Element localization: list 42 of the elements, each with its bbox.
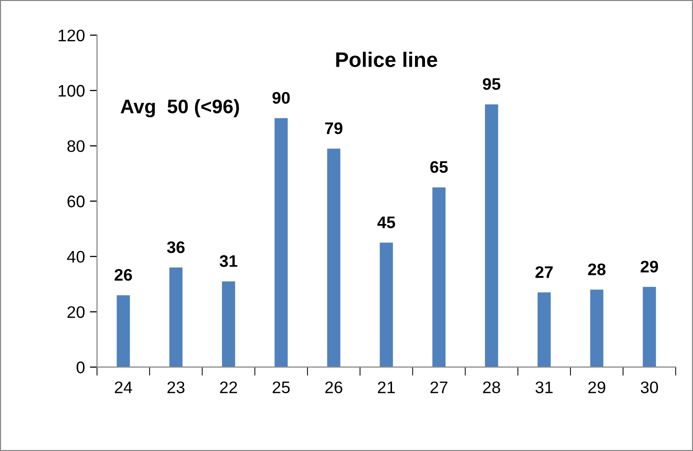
x-tick-label: 29 <box>588 381 606 394</box>
x-tick-label: 25 <box>272 381 290 394</box>
bar <box>590 290 604 368</box>
x-tick-label: 24 <box>114 381 132 394</box>
y-tick-label: 40 <box>67 250 85 263</box>
y-tick-label: 60 <box>68 196 85 208</box>
bar <box>380 242 393 368</box>
data-label: 79 <box>325 122 342 134</box>
x-tick-label: 23 <box>168 381 184 394</box>
y-tick-label: 80 <box>67 140 85 152</box>
bar <box>116 295 130 368</box>
bar <box>642 286 656 368</box>
x-tick-label: 31 <box>536 381 553 394</box>
data-label: 36 <box>167 241 185 254</box>
bar <box>432 187 446 368</box>
data-label: 31 <box>220 255 238 267</box>
x-tick-label: 30 <box>640 381 658 394</box>
x-tick-label: 21 <box>378 381 395 394</box>
data-label: 90 <box>272 92 290 104</box>
x-tick-label: 28 <box>483 381 500 394</box>
text: Police line <box>336 52 438 68</box>
x-tick-label: 22 <box>220 381 237 394</box>
y-tick-label: 0 <box>76 362 85 374</box>
data-label: 95 <box>482 78 500 90</box>
data-label: 65 <box>430 161 448 173</box>
bar <box>222 281 236 368</box>
data-label: 29 <box>640 260 658 272</box>
x-tick-label: 27 <box>430 381 448 394</box>
y-tick-label: 120 <box>58 30 85 42</box>
bar <box>484 104 498 368</box>
y-tick-label: 100 <box>58 84 85 97</box>
annotation: Avg 50 (<96) <box>120 99 239 118</box>
bar <box>538 292 551 368</box>
bar <box>327 148 340 368</box>
data-label: 28 <box>588 263 606 276</box>
x-tick-label: 26 <box>325 381 342 394</box>
y-tick-label: 20 <box>68 306 85 318</box>
bar <box>169 268 183 368</box>
bar <box>274 118 288 368</box>
data-label: 26 <box>114 268 132 281</box>
data-label: 45 <box>377 216 396 228</box>
data-label: 27 <box>535 266 553 278</box>
